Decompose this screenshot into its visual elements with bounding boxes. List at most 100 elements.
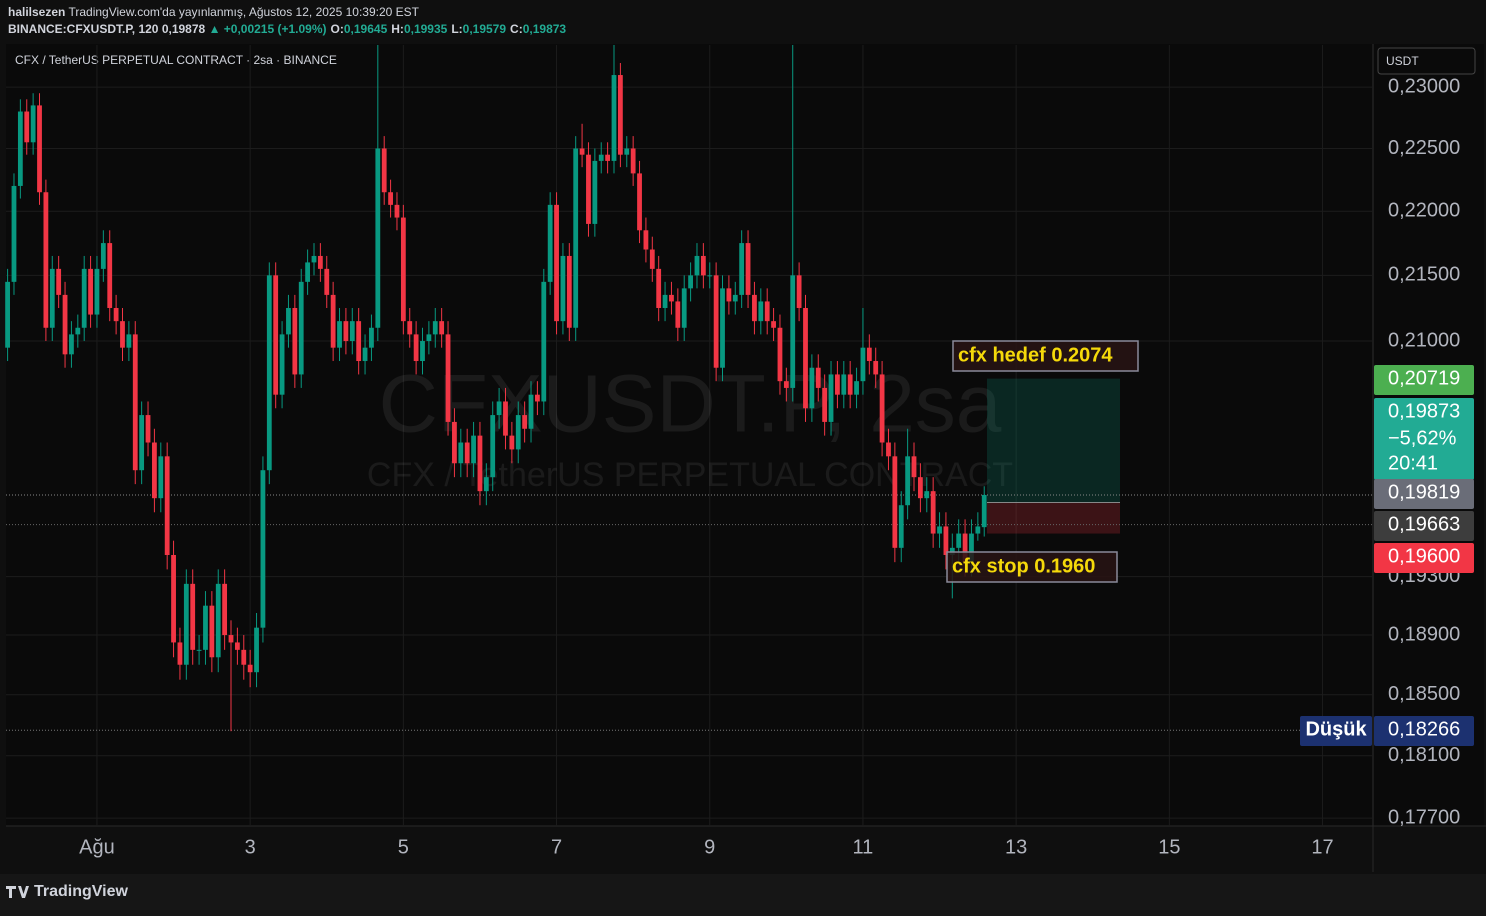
candle-body bbox=[381, 148, 387, 193]
candle-body bbox=[509, 435, 515, 450]
x-tick-label: Ağu bbox=[79, 836, 115, 858]
ohlc-key: O: bbox=[331, 22, 344, 36]
ohlc-key: H: bbox=[391, 22, 404, 36]
candle-body bbox=[656, 268, 662, 308]
candle-body bbox=[847, 374, 853, 395]
candle-body bbox=[962, 533, 968, 563]
candle-body bbox=[445, 334, 451, 422]
y-tick-label: 0,18100 bbox=[1388, 744, 1460, 766]
candle-body bbox=[171, 554, 176, 643]
candle-body bbox=[566, 255, 572, 328]
footer-bar bbox=[0, 874, 1486, 911]
currency-box[interactable] bbox=[1377, 47, 1476, 75]
candle-body bbox=[886, 442, 891, 457]
candle-body bbox=[343, 321, 349, 342]
candle-body bbox=[75, 327, 81, 335]
candle-body bbox=[771, 321, 776, 328]
candle-body bbox=[483, 477, 489, 492]
candle-body bbox=[898, 505, 904, 548]
target-zone bbox=[987, 378, 1120, 503]
candle-body bbox=[400, 217, 406, 322]
candle-body bbox=[266, 275, 272, 471]
candle-body bbox=[860, 347, 866, 382]
change: ▲ +0,00215 (+1.09%) bbox=[209, 22, 327, 36]
candle-body bbox=[828, 374, 834, 422]
price-label-name: Düşük bbox=[1305, 718, 1367, 740]
candle-body bbox=[94, 268, 100, 315]
candle-body bbox=[554, 204, 559, 322]
candle-body bbox=[139, 415, 145, 471]
candle-body bbox=[324, 268, 330, 295]
candle-body bbox=[369, 327, 374, 348]
candle-body bbox=[579, 148, 585, 155]
candle-body bbox=[739, 243, 745, 295]
candle-body bbox=[203, 605, 208, 650]
brand[interactable]: TradingView bbox=[34, 883, 129, 900]
candle-body bbox=[815, 367, 821, 388]
price-label: 0,20719 bbox=[1388, 367, 1460, 389]
candle-body bbox=[107, 243, 113, 308]
candle-body bbox=[649, 249, 655, 269]
stop-zone bbox=[987, 502, 1120, 534]
user: halilsezen bbox=[8, 5, 65, 19]
candle-body bbox=[586, 154, 591, 224]
candle-body bbox=[477, 435, 483, 492]
ohlc-value: 0,19645 bbox=[344, 22, 388, 36]
candle-body bbox=[707, 275, 713, 277]
annotation: cfx stop 0.1960 bbox=[952, 555, 1095, 577]
candle-body bbox=[611, 75, 617, 161]
candle-body bbox=[969, 533, 974, 563]
candle-body bbox=[905, 456, 911, 506]
price-label-box bbox=[1374, 543, 1474, 573]
candle-body bbox=[503, 401, 508, 436]
y-tick-label: 0,23000 bbox=[1388, 75, 1460, 97]
watermark: CFXUSDT.P, 2sa bbox=[379, 359, 1002, 450]
price-label: 0,19600 bbox=[1388, 545, 1460, 567]
ohlc-value: 0,19579 bbox=[463, 22, 507, 36]
candle-body bbox=[700, 255, 706, 276]
candle-body bbox=[37, 105, 42, 193]
candle-body bbox=[592, 160, 598, 224]
candle-body bbox=[215, 583, 221, 658]
candle-body bbox=[247, 664, 253, 673]
y-tick-label: 0,18900 bbox=[1388, 623, 1460, 645]
candle-body bbox=[100, 243, 106, 269]
candle-body bbox=[464, 442, 470, 464]
candle-body bbox=[196, 649, 202, 651]
candle-body bbox=[356, 321, 362, 362]
candle-body bbox=[30, 105, 36, 143]
candle-body bbox=[426, 334, 432, 342]
candle-body bbox=[273, 275, 279, 395]
currency[interactable]: USDT bbox=[1386, 54, 1419, 68]
candle-body bbox=[11, 185, 17, 282]
y-tick-label: 0,22500 bbox=[1388, 137, 1460, 159]
candle-body bbox=[330, 294, 336, 348]
last: 0,19878 bbox=[162, 22, 206, 36]
ohlc-key: L: bbox=[451, 22, 462, 36]
candle-body bbox=[254, 627, 259, 673]
candle-body bbox=[413, 334, 419, 362]
candle-body bbox=[49, 268, 55, 328]
candle-body bbox=[630, 148, 636, 174]
candle-body bbox=[720, 288, 725, 368]
candle-body bbox=[534, 394, 540, 402]
candle-body bbox=[279, 334, 285, 395]
brand-logo bbox=[6, 886, 29, 898]
price-label: 0,18266 bbox=[1388, 718, 1460, 740]
candle-body bbox=[783, 381, 789, 388]
price-label: 0,19663 bbox=[1388, 513, 1460, 535]
candle-body bbox=[598, 154, 604, 161]
candle-body bbox=[937, 526, 942, 534]
candle-body bbox=[956, 533, 962, 548]
candle-body bbox=[643, 230, 649, 250]
x-tick-label: 3 bbox=[245, 836, 256, 858]
candle-body bbox=[407, 321, 413, 335]
candle-body bbox=[43, 192, 49, 328]
candle-body bbox=[917, 477, 923, 499]
candle-body bbox=[822, 387, 828, 422]
candle-body bbox=[560, 255, 566, 322]
candle-body bbox=[113, 307, 119, 322]
candle-body bbox=[854, 381, 859, 395]
